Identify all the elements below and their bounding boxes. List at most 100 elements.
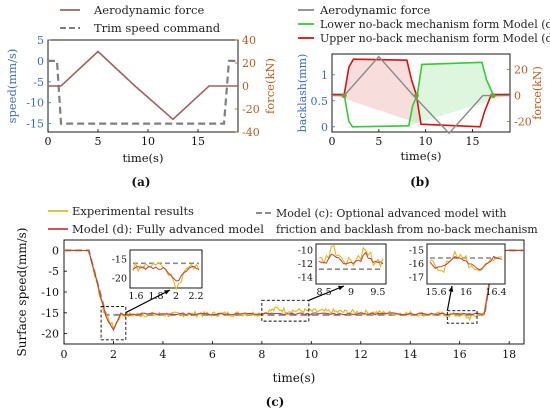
b-cross-marker	[490, 93, 496, 99]
c-inset-ytick-label: -15	[409, 246, 424, 257]
c-inset-xtick-label: 16.4	[485, 287, 506, 298]
c-zoom-box	[261, 299, 310, 322]
c-inset-xtick-label: 9	[348, 287, 354, 298]
a-ytick-right-label: -20	[242, 103, 260, 116]
c-inset-ytick-label: -10	[298, 246, 313, 257]
b-ylabel-right: force(kN)	[531, 66, 544, 120]
c-inset-2: 8.5 9 9.5 -10 -12 -14	[298, 243, 387, 298]
panel-label-c: (c)	[266, 395, 285, 409]
legend-a-aero-label: Aerodynamic force	[93, 3, 204, 17]
a-ylabel-right: force(kN)	[263, 58, 277, 114]
c-inset-xtick-label: 1.6	[128, 291, 143, 302]
legend-b-upper-label: Upper no-back mechanism form Model (d)	[320, 32, 550, 45]
a-ytick-left-label: -15	[26, 118, 44, 131]
plot-b-frame	[331, 53, 511, 133]
c-inset-xtick-label: 8.5	[317, 287, 332, 298]
panel-label-b: (b)	[410, 175, 430, 189]
b-series-lower	[332, 61, 510, 128]
c-xtick-label: 6	[209, 348, 216, 361]
c-inset-model-d	[318, 251, 384, 265]
c-ylabel: Surface speed(mm/s)	[15, 228, 29, 357]
b-ytick-left-label: 0.5	[311, 95, 329, 108]
c-inset-ytick-label: -20	[112, 274, 127, 285]
b-ytick-right-label: 0	[514, 90, 521, 103]
c-inset-3: 15.6 16 16.4 -15 -16 -17	[409, 243, 507, 298]
c-inset-ytick-label: -12	[298, 259, 313, 270]
a-ytick-right-label: 40	[242, 34, 256, 47]
c-xtick-label: 16	[453, 348, 467, 361]
c-inset-xtick-label: 15.6	[425, 287, 446, 298]
c-series-experimental	[64, 249, 524, 329]
c-zoom-box	[100, 306, 127, 341]
c-inset-ytick-label: -14	[298, 272, 313, 283]
c-ytick-label: -5	[48, 265, 59, 278]
c-inset-model-d	[429, 255, 503, 271]
c-inset-frame	[426, 243, 506, 285]
c-xtick-label: 12	[354, 348, 368, 361]
c-xtick-label: 0	[61, 348, 68, 361]
a-xtick-label: 10	[141, 135, 155, 148]
c-inset-ytick-label: -17	[409, 272, 424, 283]
b-cross-marker	[341, 93, 347, 99]
c-inset-xtick-label: 16	[460, 287, 472, 298]
c-xtick-label: 14	[403, 348, 417, 361]
c-inset-xtick-label: 1.8	[148, 291, 163, 302]
b-xtick-label: 10	[419, 135, 433, 148]
c-zoom-arrowhead	[338, 285, 344, 291]
c-xlabel: time(s)	[273, 371, 316, 385]
c-zoom-arrowhead	[448, 286, 454, 292]
c-inset-xtick-label: 2.2	[188, 291, 203, 302]
c-xtick-label: 10	[304, 348, 318, 361]
a-xtick-label: 15	[191, 135, 205, 148]
b-lower-shade	[408, 62, 510, 126]
c-inset-ytick-label: -16	[409, 259, 424, 270]
legend-c-modelc-label: Model (c): Optional advanced model with …	[276, 207, 538, 236]
c-xtick-label: 8	[258, 348, 265, 361]
a-ytick-left-label: -10	[26, 97, 44, 110]
a-ytick-right-label: 20	[242, 57, 256, 70]
b-xlabel: time(s)	[401, 149, 442, 163]
a-series-trim-speed	[48, 59, 238, 125]
b-xtick-label: 15	[466, 135, 480, 148]
b-ytick-right-label: -20	[514, 116, 532, 129]
c-ytick-label: -10	[41, 286, 59, 299]
c-inset-1: 1.6 1.8 2 2.2 -15 -20	[112, 249, 204, 302]
b-ytick-left-label: 0	[321, 121, 328, 134]
a-ytick-left-label: -5	[33, 76, 44, 89]
c-xtick-label: 4	[159, 348, 166, 361]
c-inset-model-d	[132, 265, 200, 282]
legend-b-aero-label: Aerodynamic force	[319, 3, 430, 17]
panel-c: Experimental results Model (d): Fully ad…	[15, 204, 538, 409]
c-inset-xtick-label: 2	[173, 291, 179, 302]
c-inset-experimental	[429, 250, 503, 273]
legend-b-lower-label: Lower no-back mechanism form Model (d)	[320, 18, 550, 31]
legend-c-exp-label: Experimental results	[72, 204, 194, 218]
c-inset-ytick-label: -15	[112, 255, 127, 266]
c-ytick-label: 0	[52, 244, 59, 257]
c-zoom-arrow	[308, 285, 345, 301]
c-ytick-label: -15	[41, 307, 59, 320]
c-zoom-arrowhead	[164, 290, 170, 295]
a-ytick-right-label: 0	[242, 80, 249, 93]
a-xtick-label: 5	[95, 135, 102, 148]
a-series-aero-force	[48, 50, 238, 121]
c-inset-experimental	[132, 261, 200, 291]
b-ytick-left-label: 1	[321, 69, 328, 82]
panel-b: Aerodynamic force Lower no-back mechanis…	[296, 3, 550, 189]
b-xtick-label: 5	[375, 135, 382, 148]
legend-c-modelc-line2: friction and backlash from no-back mecha…	[276, 223, 538, 236]
a-xtick-label: 0	[45, 135, 52, 148]
b-xtick-label: 0	[329, 135, 336, 148]
legend-a-trim-label: Trim speed command	[94, 21, 221, 35]
c-zoom-box	[446, 310, 478, 324]
a-ylabel-left: speed(mm/s)	[5, 49, 19, 124]
b-series-upper	[332, 58, 510, 128]
a-ytick-right-label: -40	[242, 126, 260, 139]
c-zoom-arrow	[125, 289, 171, 314]
c-series-model-d	[63, 249, 525, 332]
b-cross-marker	[413, 93, 419, 99]
c-ytick-label: -20	[41, 328, 59, 341]
c-inset-frame	[315, 243, 387, 285]
panel-a: Aerodynamic force Trim speed command 0 5 1…	[5, 3, 277, 189]
